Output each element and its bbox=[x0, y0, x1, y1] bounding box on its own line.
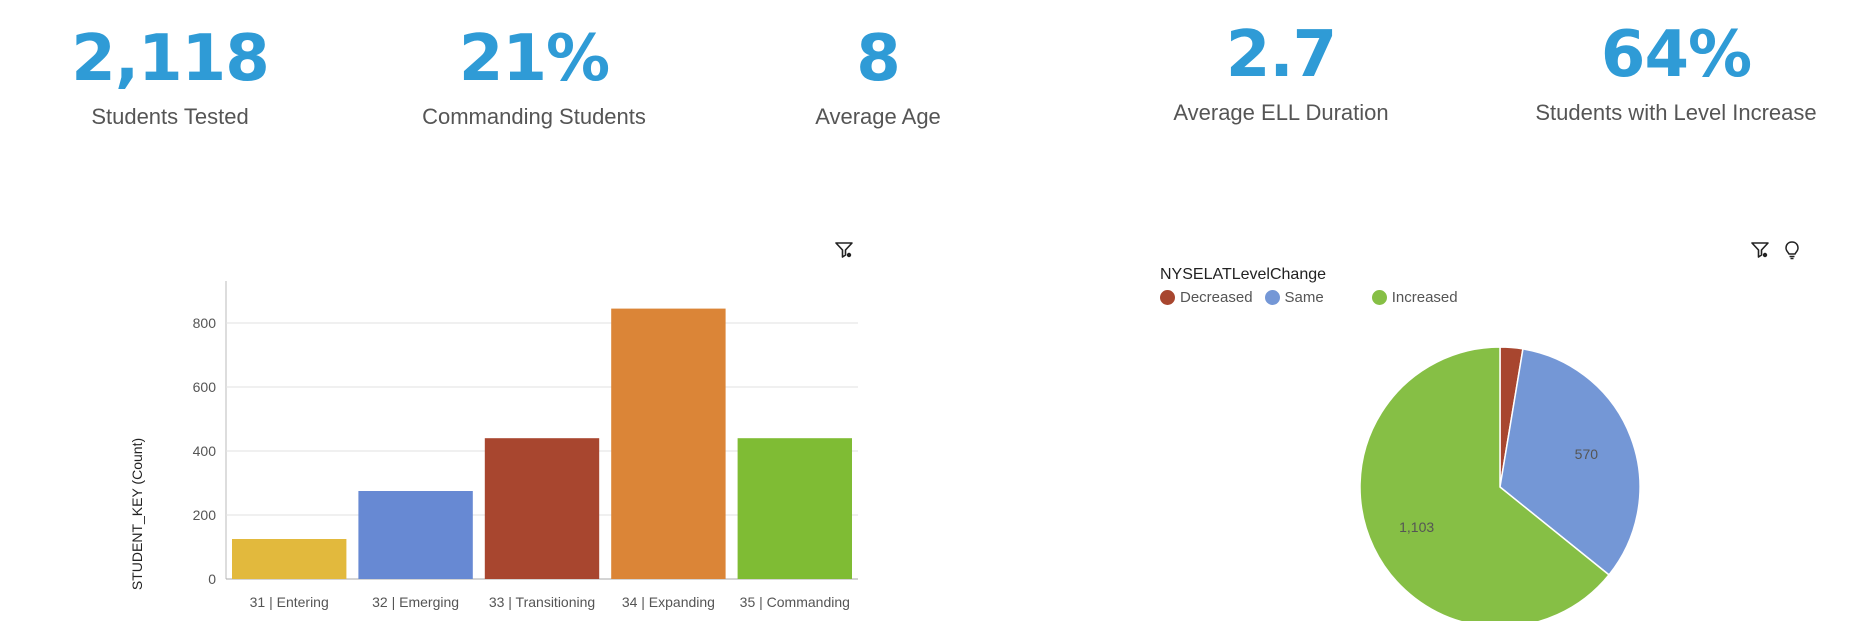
legend-label: Increased bbox=[1391, 289, 1458, 306]
pie-slice[interactable] bbox=[1359, 346, 1611, 621]
kpi-label: Students Tested bbox=[91, 104, 249, 129]
kpi-value: 2,118 bbox=[71, 22, 269, 96]
legend-swatch bbox=[1371, 290, 1387, 305]
kpi-label: Average Age bbox=[815, 104, 941, 129]
legend-item-increased[interactable]: Increased bbox=[1371, 289, 1458, 306]
kpi-commanding-students: 21% Commanding Students bbox=[369, 18, 699, 130]
bar[interactable] bbox=[737, 438, 852, 579]
legend-item-decreased[interactable]: Decreased bbox=[1160, 289, 1253, 306]
y-tick-label: 0 bbox=[208, 571, 216, 587]
y-tick-label: 800 bbox=[193, 315, 217, 331]
kpi-average-ell-duration: 2.7 Average ELL Duration bbox=[1116, 14, 1446, 126]
legend-title: NYSELATLevelChange bbox=[1160, 266, 1327, 283]
bar[interactable] bbox=[358, 491, 473, 579]
x-tick-label: 34 | Expanding bbox=[622, 594, 715, 610]
bar[interactable] bbox=[232, 539, 347, 579]
kpi-students-level-increase: 64% Students with Level Increase bbox=[1496, 14, 1849, 126]
legend-swatch bbox=[1264, 290, 1280, 305]
pie-chart: 570 1,103 bbox=[1359, 346, 1641, 621]
kpi-value: 8 bbox=[856, 22, 901, 96]
x-tick-label: 31 | Entering bbox=[250, 594, 329, 610]
pie-data-label: 1,103 bbox=[1399, 519, 1434, 535]
x-tick-label: 32 | Emerging bbox=[372, 594, 459, 610]
bar[interactable] bbox=[611, 308, 726, 579]
pie-slice[interactable] bbox=[1499, 348, 1641, 576]
kpi-students-tested: 2,118 Students Tested bbox=[5, 18, 335, 130]
kpi-label: Students with Level Increase bbox=[1535, 100, 1817, 125]
legend-swatch bbox=[1160, 290, 1175, 305]
kpi-value: 2.7 bbox=[1225, 18, 1337, 92]
kpi-value: 64% bbox=[1600, 18, 1752, 92]
x-tick-label: 35 | Commanding bbox=[740, 594, 850, 610]
y-tick-label: 600 bbox=[193, 379, 217, 395]
kpi-value: 21% bbox=[458, 22, 610, 96]
x-tick-label: 33 | Transitioning bbox=[489, 594, 595, 610]
lightbulb-icon[interactable] bbox=[1782, 240, 1802, 260]
y-axis-label: STUDENT_KEY (Count) bbox=[129, 438, 145, 590]
pie-legend: NYSELATLevelChange Decreased Same Increa… bbox=[1160, 266, 1458, 306]
y-tick-label: 400 bbox=[193, 443, 217, 459]
legend-item-same[interactable]: Same bbox=[1264, 289, 1324, 306]
filter-icon[interactable] bbox=[1750, 240, 1770, 260]
kpi-label: Average ELL Duration bbox=[1173, 100, 1389, 125]
bar[interactable] bbox=[484, 438, 600, 579]
bar-chart: 0 200 400 600 800 31 | Entering 32 | Emerging… bbox=[129, 281, 858, 610]
y-tick-label: 200 bbox=[193, 507, 217, 523]
kpi-label: Commanding Students bbox=[422, 104, 646, 129]
pie-data-label: 570 bbox=[1575, 446, 1599, 462]
kpi-average-age: 8 Average Age bbox=[713, 18, 1043, 130]
legend-label: Same bbox=[1284, 289, 1324, 306]
legend-label: Decreased bbox=[1180, 289, 1253, 306]
filter-icon[interactable] bbox=[834, 240, 854, 260]
